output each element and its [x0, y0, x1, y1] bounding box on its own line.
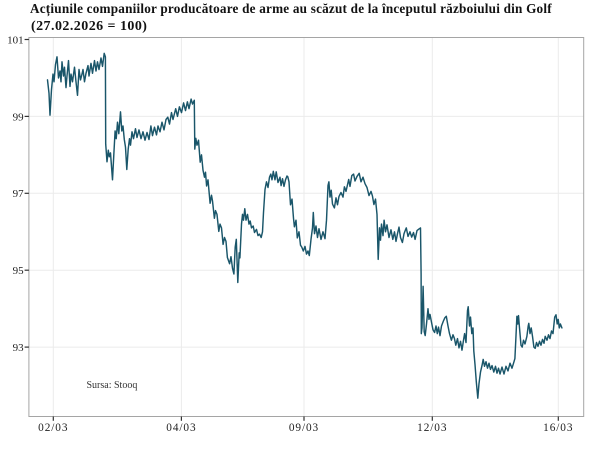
svg-text:04/03: 04/03 — [166, 422, 196, 434]
svg-text:97: 97 — [13, 188, 25, 200]
svg-text:09/03: 09/03 — [289, 422, 319, 434]
svg-text:93: 93 — [13, 342, 25, 354]
svg-text:95: 95 — [13, 265, 25, 277]
svg-text:Sursa: Stooq: Sursa: Stooq — [87, 380, 138, 391]
svg-text:101: 101 — [7, 34, 24, 46]
svg-text:16/03: 16/03 — [543, 422, 573, 434]
svg-text:02/03: 02/03 — [38, 422, 68, 434]
svg-text:12/03: 12/03 — [417, 422, 447, 434]
svg-text:99: 99 — [13, 111, 25, 123]
